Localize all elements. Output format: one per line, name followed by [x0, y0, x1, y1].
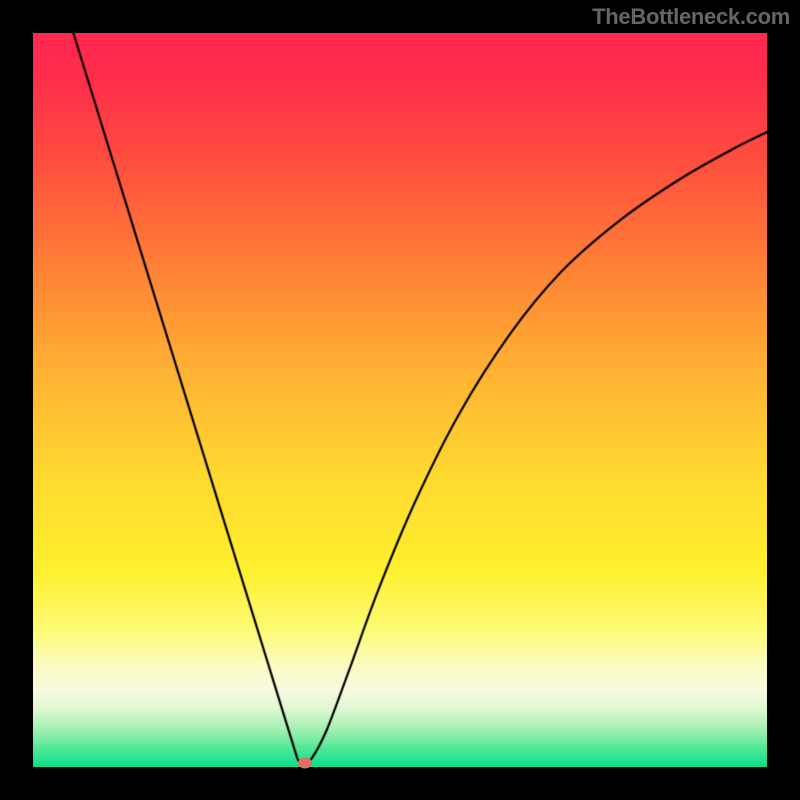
curve-line — [33, 33, 767, 767]
watermark-text: TheBottleneck.com — [592, 4, 790, 30]
bottleneck-marker — [298, 757, 312, 768]
plot-area — [33, 33, 767, 767]
chart-frame: TheBottleneck.com — [0, 0, 800, 800]
